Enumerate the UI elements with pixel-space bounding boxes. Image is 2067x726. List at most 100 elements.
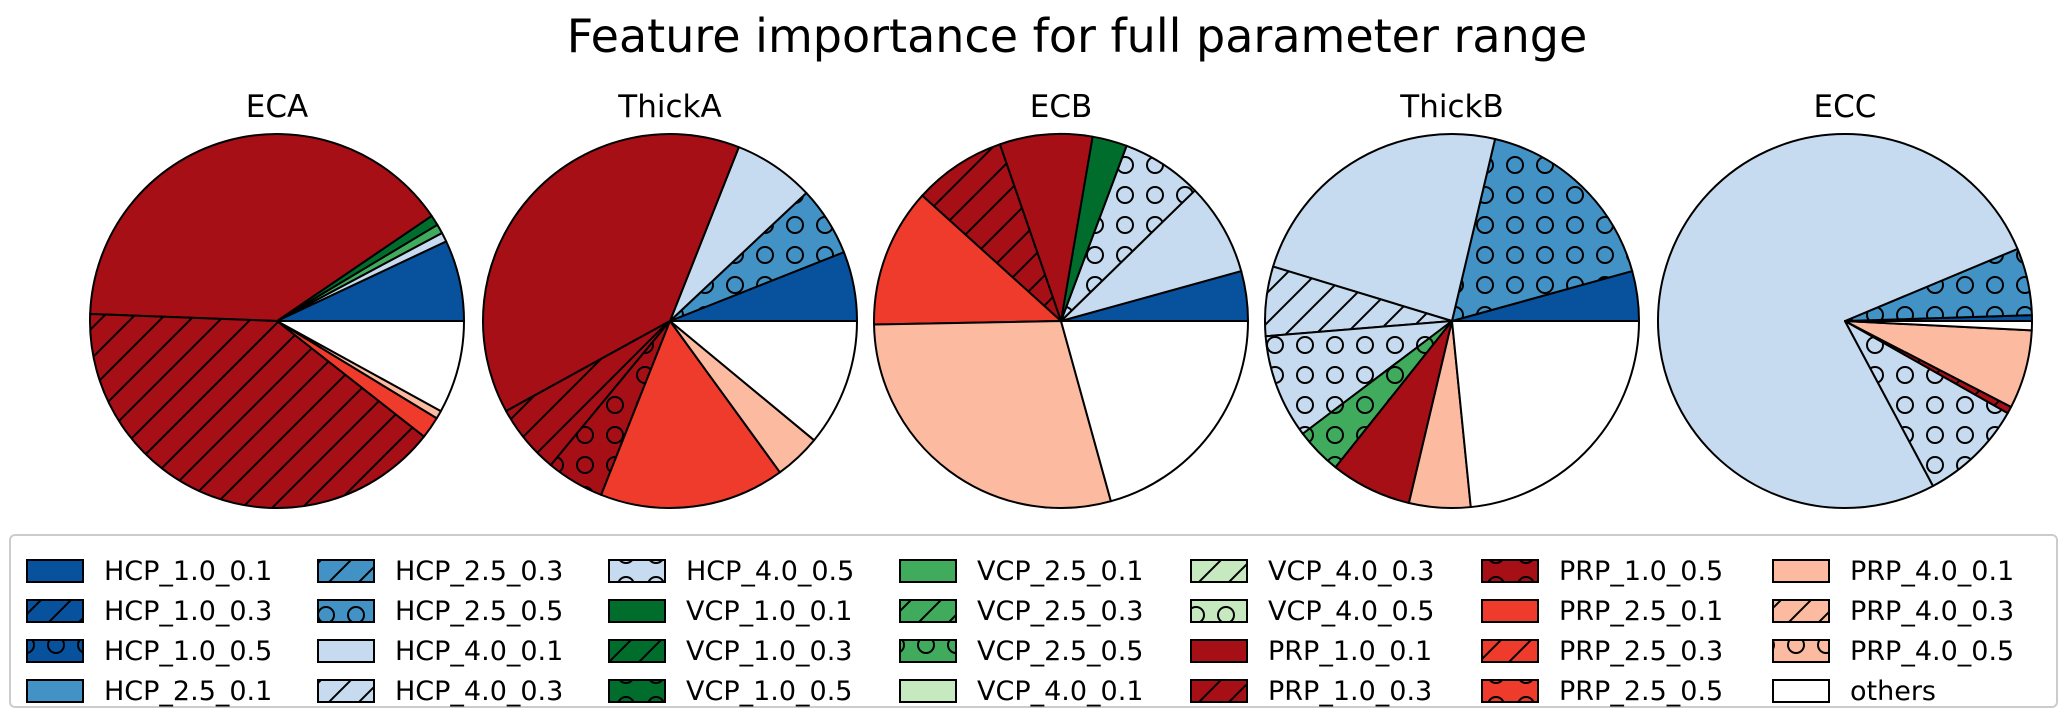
legend-label: VCP_1.0_0.1 xyxy=(686,596,852,627)
legend-label: VCP_2.5_0.5 xyxy=(977,636,1143,667)
pie-ecc: ECC xyxy=(1657,89,2034,509)
legend-item-vcp-4-0-0-1: VCP_4.0_0.1 xyxy=(899,676,1143,707)
legend-swatch xyxy=(608,639,666,663)
legend-label: HCP_2.5_0.5 xyxy=(395,596,563,627)
legend-label: VCP_1.0_0.5 xyxy=(686,676,852,707)
legend-label: VCP_4.0_0.3 xyxy=(1268,556,1434,587)
legend-swatch xyxy=(1772,679,1830,703)
legend-item-prp-4-0-0-3: PRP_4.0_0.3 xyxy=(1772,596,2014,627)
legend-item-hcp-4-0-0-1: HCP_4.0_0.1 xyxy=(317,636,563,667)
legend-swatch xyxy=(1481,639,1539,663)
pie-slice-prp-1-0-0-1 xyxy=(482,133,740,413)
pie-title: ECB xyxy=(1030,89,1093,125)
pie-slice-prp-1-0-0-1 xyxy=(998,132,1094,322)
legend: HCP_1.0_0.1 HCP_1.0_0.3 HCP_1.0_0.5 HCP_2.5… xyxy=(9,534,2058,708)
pie-slice-others xyxy=(1844,320,2033,332)
legend-item-others: others xyxy=(1772,676,1936,707)
legend-item-vcp-2-5-0-1: VCP_2.5_0.1 xyxy=(899,556,1143,587)
pie-eca: ECA xyxy=(89,89,465,510)
pie-slice-others xyxy=(1451,320,1640,509)
legend-swatch xyxy=(26,559,84,583)
legend-label: HCP_4.0_0.3 xyxy=(395,676,563,707)
legend-label: VCP_2.5_0.1 xyxy=(977,556,1143,587)
legend-swatch xyxy=(899,679,957,703)
legend-swatch xyxy=(899,599,957,623)
legend-swatch xyxy=(26,679,84,703)
legend-frame xyxy=(9,534,2058,708)
legend-label: VCP_1.0_0.3 xyxy=(686,636,852,667)
legend-swatch xyxy=(1481,679,1539,703)
pie-slice-others xyxy=(669,320,858,442)
legend-label: PRP_1.0_0.5 xyxy=(1559,556,1723,587)
pie-slice-hcp-2-5-0-5 xyxy=(1451,138,1634,322)
pie-title: ThickA xyxy=(617,89,721,125)
legend-item-prp-4-0-0-1: PRP_4.0_0.1 xyxy=(1772,556,2014,587)
pie-slice-others xyxy=(1060,320,1249,503)
pies-group: ECA ThickA ECB ThickB ECC xyxy=(89,89,2034,510)
pie-title: ECA xyxy=(246,89,308,125)
legend-item-prp-1-0-0-5: PRP_1.0_0.5 xyxy=(1481,556,1723,587)
legend-label: VCP_2.5_0.3 xyxy=(977,596,1143,627)
legend-swatch xyxy=(608,559,666,583)
legend-swatch xyxy=(317,639,375,663)
pie-slice-hcp-4-0-0-5 xyxy=(1264,320,1453,435)
legend-item-hcp-4-0-0-5: HCP_4.0_0.5 xyxy=(608,556,854,587)
legend-swatch xyxy=(608,599,666,623)
legend-item-hcp-1-0-0-1: HCP_1.0_0.1 xyxy=(26,556,272,587)
legend-swatch xyxy=(1481,559,1539,583)
legend-label: VCP_4.0_0.1 xyxy=(977,676,1143,707)
legend-label: PRP_1.0_0.3 xyxy=(1268,676,1432,707)
legend-label: PRP_2.5_0.5 xyxy=(1559,676,1723,707)
legend-swatch xyxy=(899,639,957,663)
legend-label: HCP_4.0_0.1 xyxy=(395,636,563,667)
legend-swatch xyxy=(1772,599,1830,623)
legend-swatch xyxy=(1772,559,1830,583)
legend-item-vcp-2-5-0-3: VCP_2.5_0.3 xyxy=(899,596,1143,627)
legend-item-prp-2-5-0-3: PRP_2.5_0.3 xyxy=(1481,636,1723,667)
legend-item-hcp-2-5-0-1: HCP_2.5_0.1 xyxy=(26,676,272,707)
pie-thickb: ThickB xyxy=(1264,89,1640,509)
legend-swatch xyxy=(1190,639,1248,663)
legend-swatch xyxy=(1190,679,1248,703)
legend-swatch xyxy=(26,599,84,623)
legend-item-vcp-1-0-0-1: VCP_1.0_0.1 xyxy=(608,596,852,627)
legend-label: HCP_1.0_0.5 xyxy=(104,636,272,667)
legend-label: HCP_1.0_0.3 xyxy=(104,596,272,627)
pie-ecb: ECB xyxy=(873,89,1249,509)
pie-slice-prp-4-0-0-1 xyxy=(873,320,1112,509)
legend-swatch xyxy=(608,679,666,703)
legend-item-vcp-1-0-0-5: VCP_1.0_0.5 xyxy=(608,676,852,707)
pie-slice-others xyxy=(276,320,465,413)
legend-label: HCP_2.5_0.1 xyxy=(104,676,272,707)
pie-slice-prp-2-5-0-1 xyxy=(873,194,1062,326)
pie-slice-hcp-4-0-0-5 xyxy=(1844,320,2009,487)
legend-item-prp-1-0-0-1: PRP_1.0_0.1 xyxy=(1190,636,1432,667)
pie-slice-hcp-4-0-0-1 xyxy=(1060,189,1243,322)
legend-label: PRP_2.5_0.1 xyxy=(1559,596,1723,627)
legend-item-hcp-4-0-0-3: HCP_4.0_0.3 xyxy=(317,676,563,707)
pie-title: ThickB xyxy=(1399,89,1503,125)
legend-item-hcp-2-5-0-3: HCP_2.5_0.3 xyxy=(317,556,563,587)
chart-title: Feature importance for full parameter ra… xyxy=(567,9,1588,63)
pie-slice-hcp-4-0-0-1 xyxy=(1657,133,2019,509)
legend-item-prp-2-5-0-1: PRP_2.5_0.1 xyxy=(1481,596,1723,627)
legend-label: VCP_4.0_0.5 xyxy=(1268,596,1434,627)
legend-label: PRP_2.5_0.3 xyxy=(1559,636,1723,667)
legend-label: HCP_1.0_0.1 xyxy=(104,556,272,587)
legend-swatch xyxy=(1190,559,1248,583)
legend-label: HCP_4.0_0.5 xyxy=(686,556,854,587)
legend-item-prp-4-0-0-5: PRP_4.0_0.5 xyxy=(1772,636,2014,667)
legend-swatch xyxy=(1481,599,1539,623)
legend-item-hcp-1-0-0-5: HCP_1.0_0.5 xyxy=(26,636,272,667)
legend-swatch xyxy=(899,559,957,583)
legend-swatch xyxy=(317,559,375,583)
pie-slice-hcp-4-0-0-1 xyxy=(1272,133,1497,322)
legend-item-vcp-4-0-0-5: VCP_4.0_0.5 xyxy=(1190,596,1434,627)
legend-swatch xyxy=(26,639,84,663)
pie-slice-prp-2-5-0-1 xyxy=(600,320,781,509)
legend-item-vcp-1-0-0-3: VCP_1.0_0.3 xyxy=(608,636,852,667)
legend-swatch xyxy=(317,599,375,623)
legend-item-hcp-2-5-0-5: HCP_2.5_0.5 xyxy=(317,596,563,627)
pie-slice-prp-1-0-0-3 xyxy=(89,312,426,510)
